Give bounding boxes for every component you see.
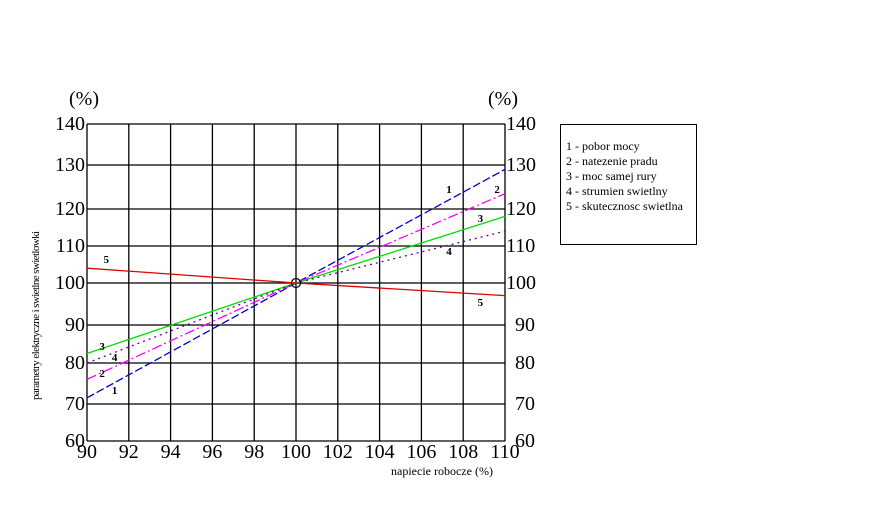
- y-tick-left: 130: [55, 154, 85, 176]
- x-tick: 96: [202, 441, 223, 463]
- x-tick: 108: [448, 441, 479, 463]
- series-number-label: 3: [477, 213, 484, 226]
- series-number-label: 1: [111, 384, 118, 397]
- x-axis-label: napiecie robocze (%): [391, 464, 493, 478]
- x-tick: 110: [490, 441, 520, 463]
- y-unit-left: (%): [69, 88, 99, 110]
- y-tick-left: 90: [65, 314, 85, 336]
- y-tick-right: 130: [506, 154, 536, 176]
- y-tick-right: 120: [506, 198, 536, 220]
- legend-item: 4 - strumien swietlny: [566, 184, 668, 198]
- y-tick-left: 100: [55, 272, 85, 294]
- y-unit-right: (%): [488, 88, 518, 110]
- y-tick-right: 80: [515, 352, 535, 374]
- y-tick-left: 140: [55, 113, 85, 135]
- y-tick-right: 100: [506, 272, 536, 294]
- y-tick-right: 110: [506, 235, 536, 257]
- y-tick-left: 80: [65, 352, 85, 374]
- legend-item: 1 - pobor mocy: [566, 139, 640, 153]
- series-line: [86, 267, 506, 297]
- x-tick: 94: [160, 441, 181, 463]
- x-tick: 106: [406, 441, 437, 463]
- x-tick: 98: [244, 441, 265, 463]
- legend-item: 3 - moc samej rury: [566, 169, 657, 183]
- x-tick: 92: [118, 441, 139, 463]
- y-axis-label: parametry elektryczne i swietlne swietlo…: [30, 231, 42, 400]
- center-marker-icon: [290, 277, 302, 289]
- legend-item: 2 - natezenie pradu: [566, 154, 658, 168]
- series-number-label: 5: [103, 253, 110, 266]
- legend: 1 - pobor mocy 2 - natezenie pradu 3 - m…: [560, 124, 697, 245]
- series-number-label: 1: [446, 184, 452, 197]
- legend-item: 5 - skutecznosc swietlna: [566, 199, 683, 213]
- x-tick: 90: [77, 441, 97, 463]
- series-number-label: 2: [494, 184, 500, 197]
- y-tick-right: 90: [515, 314, 535, 336]
- x-tick: 100: [281, 441, 311, 463]
- y-tick-right: 70: [515, 393, 535, 415]
- y-tick-left: 110: [55, 235, 85, 257]
- series-number-label: 4: [111, 352, 118, 365]
- y-tick-left: 120: [55, 198, 85, 220]
- y-tick-right: 60: [515, 430, 535, 452]
- y-tick-left: 70: [65, 393, 85, 415]
- x-tick: 102: [322, 441, 353, 463]
- series-number-label: 5: [477, 297, 484, 309]
- series-number-label: 2: [99, 368, 105, 381]
- y-tick-left: 60: [65, 430, 85, 452]
- x-tick: 104: [364, 441, 395, 463]
- y-tick-right: 140: [506, 113, 536, 135]
- series-number-label: 4: [446, 246, 452, 259]
- series-number-label: 3: [99, 340, 105, 353]
